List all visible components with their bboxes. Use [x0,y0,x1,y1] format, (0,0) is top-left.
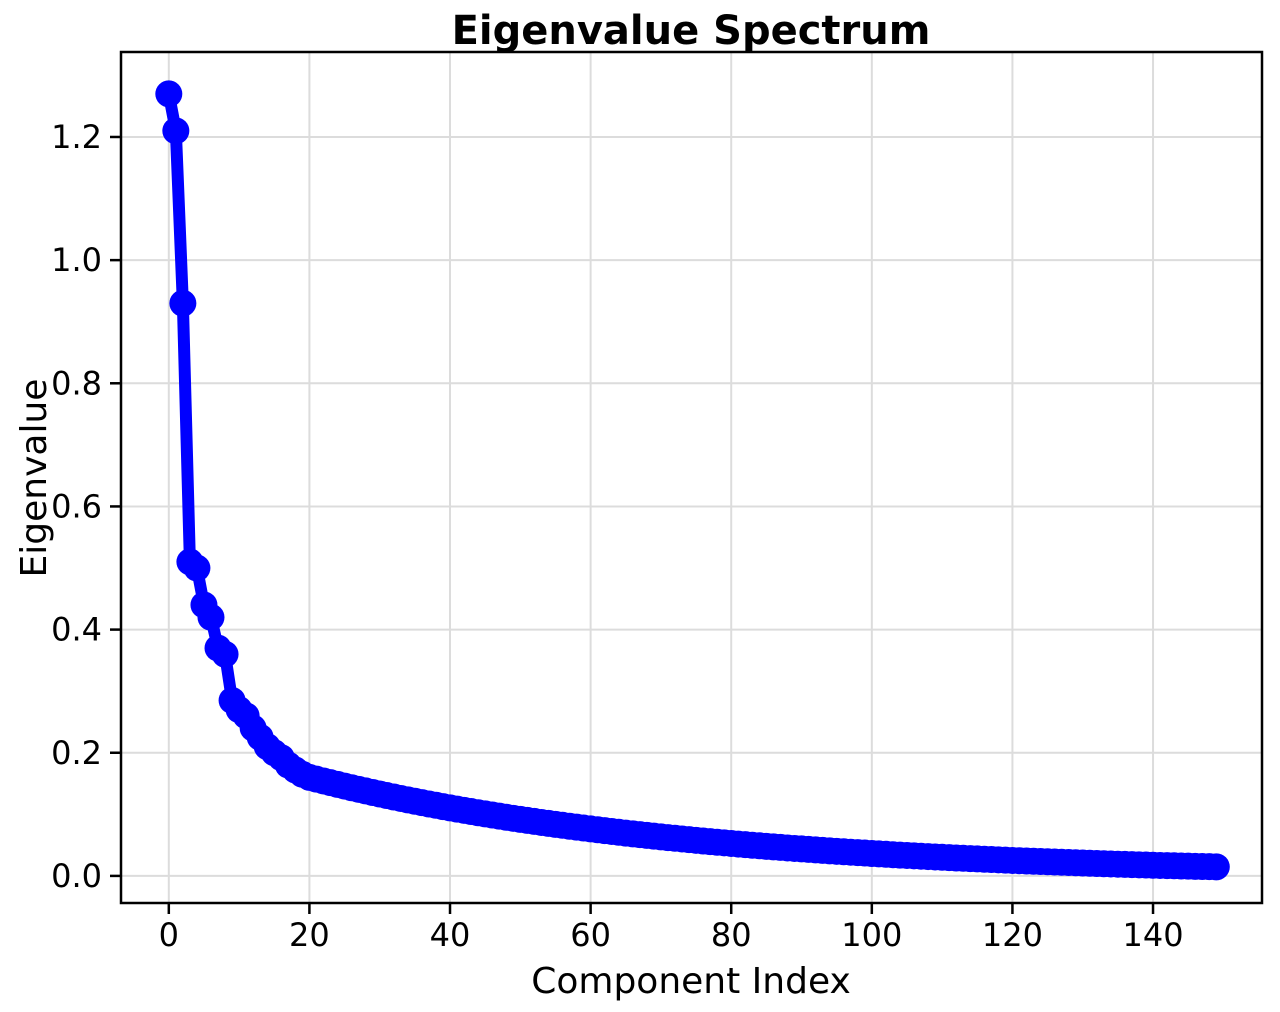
data-point [1202,853,1230,881]
y-tick-label: 0.2 [51,734,102,772]
data-point [211,640,239,668]
x-tick-label: 120 [982,916,1043,954]
y-tick-label: 1.0 [51,241,102,279]
y-tick-label: 1.2 [51,118,102,156]
x-axis-label: Component Index [531,961,851,1002]
data-point [197,603,225,631]
x-tick-label: 0 [159,916,179,954]
y-axis-label: Eigenvalue [14,379,55,578]
y-tick-label: 0.0 [51,857,102,895]
y-tick-label: 0.4 [51,611,102,649]
x-tick-labels: 0 20 40 60 80 100 120 140 [159,916,1184,954]
data-point [183,554,211,582]
axis-ticks [110,135,1155,914]
data-point [169,289,197,317]
x-tick-label: 60 [570,916,611,954]
y-tick-labels: 0.0 0.2 0.4 0.6 0.8 1.0 1.2 [51,118,102,895]
x-tick-label: 80 [711,916,752,954]
axes-spines [119,50,1264,905]
plot-line [162,87,1223,873]
chart-title: Eigenvalue Spectrum [452,8,931,54]
data-point [155,80,183,108]
eigenvalue-series [155,80,1230,881]
x-tick-label: 40 [430,916,471,954]
data-point [162,117,190,145]
grid-lines [121,52,1262,903]
x-tick-label: 140 [1122,916,1183,954]
x-tick-label: 100 [841,916,902,954]
y-tick-label: 0.6 [51,487,102,525]
y-tick-label: 0.8 [51,364,102,402]
plot-border [119,50,1264,905]
x-tick-label: 20 [289,916,330,954]
